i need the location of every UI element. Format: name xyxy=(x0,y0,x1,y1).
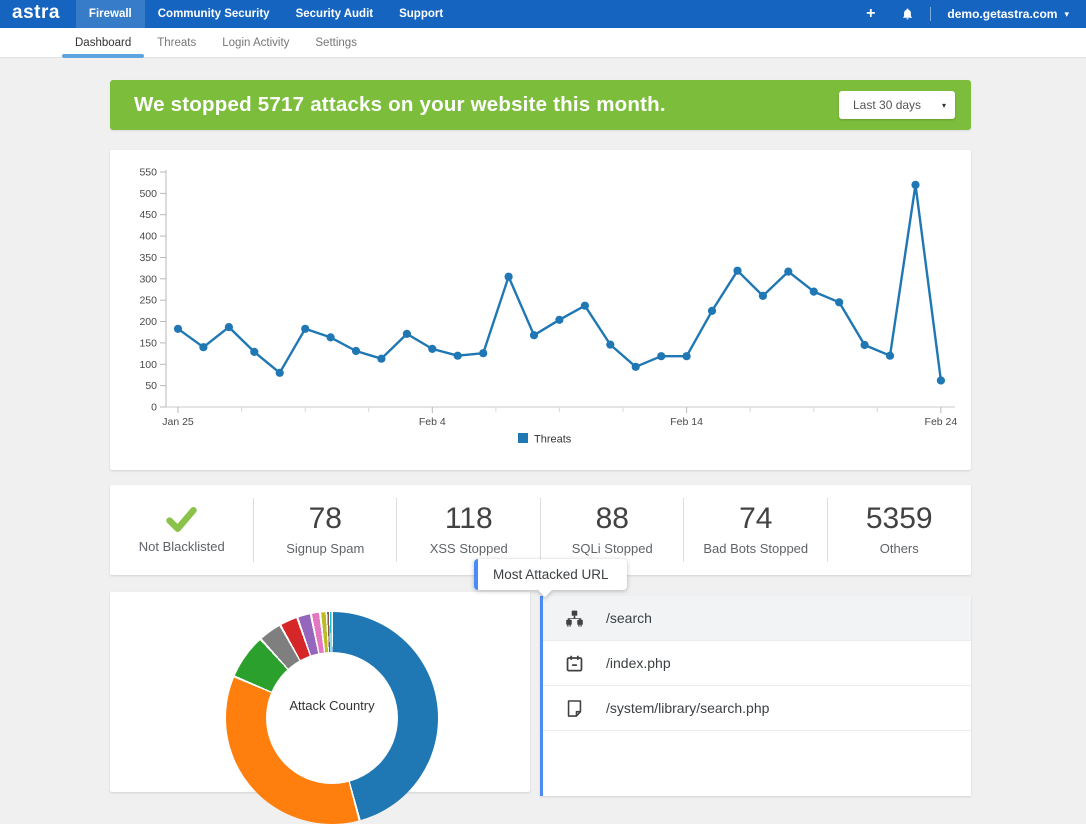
url-row-system-library-search-php[interactable]: /system/library/search.php xyxy=(543,686,971,731)
top-navbar: astra Firewall Community Security Security… xyxy=(0,0,1086,28)
donut-hole xyxy=(266,652,398,784)
astra-logo: astra xyxy=(12,2,60,23)
most-attacked-url-panel: /search/index.php/system/library/search.… xyxy=(540,596,971,796)
bell-icon xyxy=(901,7,914,21)
stat-value-sqli-stopped: 88 xyxy=(595,502,629,535)
stat-xss-stopped: 118 XSS Stopped xyxy=(397,485,541,575)
tab-threats[interactable]: Threats xyxy=(157,37,197,49)
stat-label: Signup Spam xyxy=(286,541,365,556)
stat-value-signup-spam: 78 xyxy=(308,502,342,535)
nav-item-firewall[interactable]: Firewall xyxy=(75,0,145,28)
donut-title: Attack Country xyxy=(289,698,375,713)
svg-text:100: 100 xyxy=(139,359,157,371)
tab-most-attacked-url[interactable]: Most Attacked URL xyxy=(474,559,627,598)
svg-text:250: 250 xyxy=(139,295,157,307)
tab-login-activity[interactable]: Login Activity xyxy=(222,37,290,49)
svg-text:200: 200 xyxy=(139,316,157,328)
threats-line-chart: 0 50 100 150 200 250 300 350 400 450 500 550 Jan 25 F… xyxy=(110,154,971,466)
svg-text:Threats: Threats xyxy=(534,434,572,446)
banner-suffix: attacks on your website this month. xyxy=(310,93,666,116)
file-icon xyxy=(565,699,584,718)
banner-message: We stopped 5717 attacks on your website th… xyxy=(134,93,666,117)
navbar-divider xyxy=(930,7,932,21)
svg-text:550: 550 xyxy=(139,167,157,179)
sitemap-icon xyxy=(565,609,584,628)
account-menu[interactable]: demo.getastra.com xyxy=(947,7,1058,21)
stat-sqli-stopped: 88 SQLi Stopped xyxy=(541,485,685,575)
navbar-menu: Firewall Community Security Security Audit… xyxy=(75,0,456,28)
tab-dashboard[interactable]: Dashboard xyxy=(62,28,145,58)
nav-item-community-security[interactable]: Community Security xyxy=(157,8,270,20)
svg-text:300: 300 xyxy=(139,273,157,285)
svg-text:Jan 25: Jan 25 xyxy=(162,416,194,428)
tab-settings[interactable]: Settings xyxy=(315,37,357,49)
date-range-value: Last 30 days xyxy=(853,98,922,112)
svg-text:450: 450 xyxy=(139,209,157,221)
url-text: /index.php xyxy=(606,655,671,671)
svg-text:150: 150 xyxy=(139,337,157,349)
stat-label: Bad Bots Stopped xyxy=(703,541,809,556)
stat-label: XSS Stopped xyxy=(429,541,508,556)
stat-bad-bots-stopped: 74 Bad Bots Stopped xyxy=(684,485,828,575)
svg-text:Feb 14: Feb 14 xyxy=(670,416,703,428)
nav-item-security-audit[interactable]: Security Audit xyxy=(295,8,374,20)
stat-others: 5359 Others xyxy=(828,485,972,575)
stat-value-others: 5359 xyxy=(865,502,933,535)
select-caret-down-icon: ▾ xyxy=(941,100,946,110)
sub-navbar: Dashboard Threats Login Activity Settings xyxy=(0,28,1086,58)
svg-text:350: 350 xyxy=(139,252,157,264)
stat-label: Not Blacklisted xyxy=(138,538,225,554)
banner-prefix: We stopped xyxy=(134,93,252,116)
url-row-search[interactable]: /search xyxy=(543,596,971,641)
stat-not-blacklisted: Not Blacklisted xyxy=(110,485,254,575)
svg-text:50: 50 xyxy=(145,380,157,392)
stat-value-bad-bots-stopped: 74 xyxy=(739,502,773,535)
url-row-index-php[interactable]: /index.php xyxy=(543,641,971,686)
attack-count: 5717 xyxy=(257,93,305,116)
stat-label: SQLi Stopped xyxy=(571,541,653,556)
svg-text:Feb 24: Feb 24 xyxy=(925,416,958,428)
svg-text:0: 0 xyxy=(151,402,157,414)
account-caret-down-icon[interactable]: ▾ xyxy=(1064,8,1069,19)
tab-most-attacked-url-label: Most Attacked URL xyxy=(493,567,609,582)
stat-label: Others xyxy=(879,541,919,556)
add-button[interactable]: + xyxy=(853,0,888,28)
tab-pointer xyxy=(537,582,553,598)
attack-country-card: Attack Country xyxy=(110,592,530,824)
notifications-button[interactable] xyxy=(888,7,927,21)
stat-value-xss-stopped: 118 xyxy=(444,502,493,535)
attacks-banner: We stopped 5717 attacks on your website th… xyxy=(110,80,971,130)
url-text: /system/library/search.php xyxy=(606,700,770,716)
svg-text:400: 400 xyxy=(139,231,157,243)
threats-chart-card: 0 50 100 150 200 250 300 350 400 450 500 550 Jan 25 F… xyxy=(110,150,971,470)
check-icon xyxy=(166,506,197,532)
navbar-right: + demo.getastra.com ▾ xyxy=(853,0,1086,28)
nav-item-support[interactable]: Support xyxy=(399,8,444,20)
calendar-icon xyxy=(565,654,584,673)
url-text: /search xyxy=(606,610,652,626)
stat-signup-spam: 78 Signup Spam xyxy=(254,485,398,575)
date-range-select[interactable]: Last 30 days ▾ xyxy=(839,91,955,119)
svg-text:Feb 4: Feb 4 xyxy=(419,416,446,428)
svg-text:500: 500 xyxy=(139,188,157,200)
plus-icon: + xyxy=(866,5,876,22)
